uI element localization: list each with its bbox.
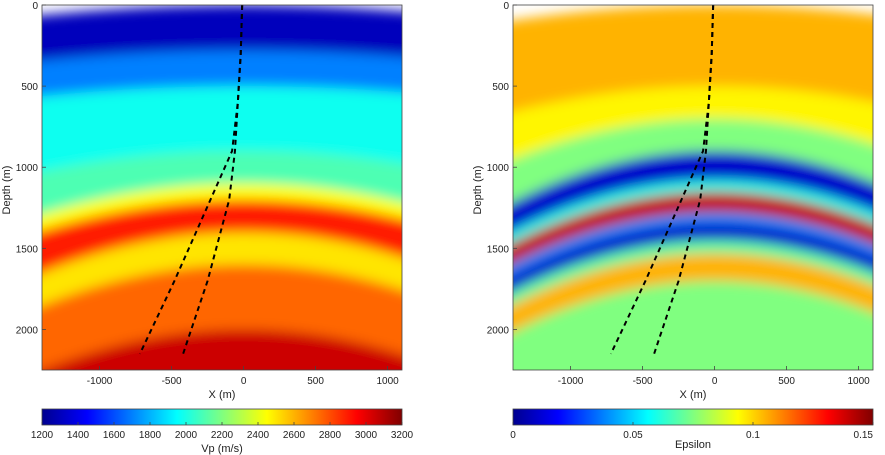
vp-panel: 0 500 1000 1500 2000 -1000 -500 0 500 1000 X (m)… xyxy=(1,1,414,455)
vp-x-tick-label-1: -500 xyxy=(162,376,182,387)
vp-colorbar-tick-label-4: 2000 xyxy=(175,430,198,441)
epsilon-x-tick-label-1: -500 xyxy=(633,376,653,387)
epsilon-layer-10 xyxy=(513,280,873,370)
epsilon-y-tick-label-3: 1500 xyxy=(487,244,510,255)
epsilon-wells xyxy=(610,5,715,355)
epsilon-x-axis-label: X (m) xyxy=(680,389,707,401)
epsilon-y-axis-label: Depth (m) xyxy=(472,166,484,215)
epsilon-colorbar-tick-label-0: 0 xyxy=(510,430,516,441)
vp-colorbar-tick-label-3: 1800 xyxy=(139,430,162,441)
vp-heatmap xyxy=(42,5,402,370)
vp-colorbar-tick-label-1: 1400 xyxy=(67,430,90,441)
epsilon-y-tick-label-0: 0 xyxy=(503,1,509,12)
vp-y-tick-label-3: 1500 xyxy=(16,244,39,255)
vp-y-axis-label: Depth (m) xyxy=(1,166,13,215)
vp-layers xyxy=(42,5,402,370)
vp-colorbar-tick-label-10: 3200 xyxy=(391,430,414,441)
epsilon-x-tick-label-4: 1000 xyxy=(847,376,870,387)
epsilon-well-1 xyxy=(653,5,715,355)
epsilon-axes-frame xyxy=(512,4,874,371)
vp-y-tick-label-1: 500 xyxy=(21,82,38,93)
epsilon-y-tick-label-2: 1000 xyxy=(487,163,510,174)
epsilon-x-tick-label-3: 500 xyxy=(778,376,795,387)
vp-x-tick-label-4: 1000 xyxy=(376,376,399,387)
vp-colorbar-ticks: 1200 1400 1600 1800 2000 2200 2400 2600 2800 3000… xyxy=(31,422,414,441)
vp-x-tick-label-2: 0 xyxy=(241,376,247,387)
vp-wells xyxy=(139,5,244,355)
epsilon-x-ticks: -1000 -500 0 500 1000 xyxy=(558,366,870,387)
epsilon-x-tick-label-0: -1000 xyxy=(558,376,584,387)
epsilon-colorbar xyxy=(512,408,874,426)
vp-x-ticks: -1000 -500 0 500 1000 xyxy=(87,366,399,387)
epsilon-colorbar-label: Epsilon xyxy=(675,439,711,451)
vp-y-ticks: 0 500 1000 1500 2000 xyxy=(16,1,46,336)
vp-y-tick-label-4: 2000 xyxy=(16,325,39,336)
epsilon-colorbar-tick-label-3: 0.15 xyxy=(854,430,874,441)
vp-x-axis-label: X (m) xyxy=(209,389,236,401)
vp-well-1 xyxy=(182,5,244,355)
epsilon-y-ticks: 0 500 1000 1500 2000 xyxy=(487,1,517,336)
vp-colorbar-tick-label-6: 2400 xyxy=(247,430,270,441)
epsilon-layers xyxy=(513,5,873,370)
vp-colorbar-tick-label-0: 1200 xyxy=(31,430,54,441)
vp-colorbar-tick-label-7: 2600 xyxy=(283,430,306,441)
vp-layer-8 xyxy=(42,329,402,370)
vp-colorbar-tick-label-2: 1600 xyxy=(103,430,126,441)
vp-x-tick-label-0: -1000 xyxy=(87,376,113,387)
epsilon-colorbar-ticks: 0 0.05 0.1 0.15 xyxy=(510,422,873,441)
epsilon-y-tick-label-4: 2000 xyxy=(487,325,510,336)
vp-y-tick-label-2: 1000 xyxy=(16,163,39,174)
vp-colorbar-tick-label-9: 3000 xyxy=(355,430,378,441)
vp-colorbar-tick-label-5: 2200 xyxy=(211,430,234,441)
epsilon-y-tick-label-1: 500 xyxy=(492,82,509,93)
vp-x-tick-label-3: 500 xyxy=(307,376,324,387)
epsilon-heatmap xyxy=(513,5,873,370)
epsilon-x-tick-label-2: 0 xyxy=(712,376,718,387)
vp-y-tick-label-0: 0 xyxy=(32,1,38,12)
vp-colorbar-label: Vp (m/s) xyxy=(201,443,243,455)
epsilon-panel: 0 500 1000 1500 2000 -1000 -500 0 500 1000 X (m)… xyxy=(472,1,874,451)
epsilon-colorbar-tick-label-1: 0.05 xyxy=(623,430,643,441)
vp-axes-frame xyxy=(41,4,403,371)
epsilon-colorbar-tick-label-2: 0.1 xyxy=(746,430,760,441)
vp-colorbar-tick-label-8: 2800 xyxy=(319,430,342,441)
